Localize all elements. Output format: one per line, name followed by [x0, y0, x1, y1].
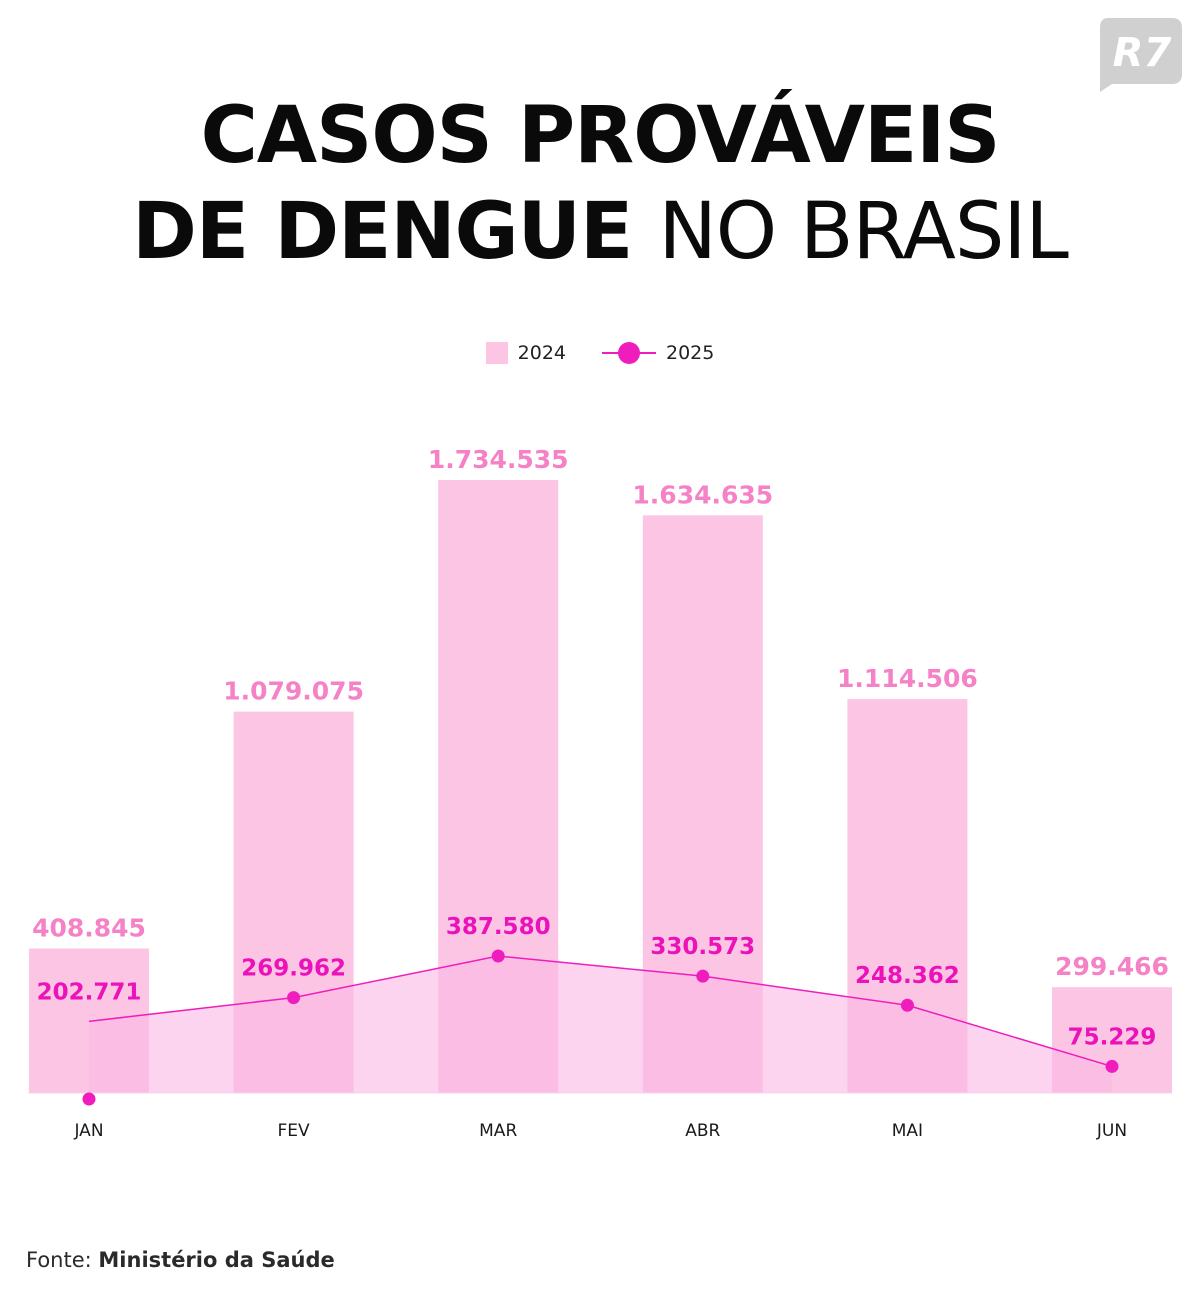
x-tick-jan: JAN — [73, 1121, 103, 1141]
chart-title: CASOS PROVÁVEIS DE DENGUE NO BRASIL — [0, 88, 1200, 280]
area-2025 — [89, 956, 1112, 1093]
legend-item-2025: 2025 — [602, 342, 714, 364]
title-line-2-light: NO BRASIL — [658, 187, 1068, 277]
point-2025-jan — [82, 1092, 96, 1106]
source-value: Ministério da Saúde — [98, 1248, 335, 1272]
label-2024-jan: 408.845 — [32, 914, 146, 943]
title-line-1: CASOS PROVÁVEIS — [200, 91, 1001, 181]
point-2025-abr — [696, 969, 710, 983]
label-2025-mai: 248.362 — [855, 963, 960, 989]
label-2024-fev: 1.079.075 — [223, 677, 364, 706]
legend-label-2025: 2025 — [666, 342, 715, 364]
label-2025-mar: 387.580 — [446, 914, 551, 940]
source-note: Fonte: Ministério da Saúde — [26, 1248, 335, 1272]
label-2024-jun: 299.466 — [1055, 952, 1169, 981]
x-tick-abr: ABR — [685, 1121, 720, 1141]
label-2025-jan: 202.771 — [37, 979, 142, 1005]
x-tick-fev: FEV — [278, 1121, 311, 1141]
point-2025-mai — [900, 998, 914, 1012]
source-label: Fonte: — [26, 1248, 92, 1272]
label-2025-jun: 75.229 — [1068, 1024, 1157, 1050]
label-2025-fev: 269.962 — [241, 956, 346, 982]
point-2025-mar — [491, 949, 505, 963]
legend-item-2024: 2024 — [485, 342, 566, 364]
label-2024-mar: 1.734.535 — [428, 445, 569, 474]
x-tick-mai: MAI — [892, 1121, 923, 1141]
label-2024-abr: 1.634.635 — [632, 480, 773, 509]
r7-logo: R7 — [1100, 18, 1182, 92]
legend-line-marker-2025 — [602, 342, 656, 364]
label-2025-abr: 330.573 — [650, 934, 755, 960]
line-2025 — [88, 955, 1113, 1068]
r7-logo-text: R7 — [1113, 30, 1172, 76]
chart-plot: 408.845 1.079.075 1.734.535 1.634.635 1.114.… — [28, 445, 1172, 1141]
legend: 2024 2025 — [0, 340, 1200, 366]
legend-swatch-2024 — [485, 342, 508, 364]
label-2024-mai: 1.114.506 — [837, 664, 978, 693]
x-tick-jun: JUN — [1096, 1121, 1127, 1141]
title-line-2-bold: DE DENGUE — [132, 187, 633, 277]
point-2025-fev — [287, 991, 301, 1005]
point-2025-jun — [1105, 1059, 1119, 1073]
legend-label-2024: 2024 — [517, 342, 566, 364]
x-tick-mar: MAR — [479, 1121, 517, 1141]
